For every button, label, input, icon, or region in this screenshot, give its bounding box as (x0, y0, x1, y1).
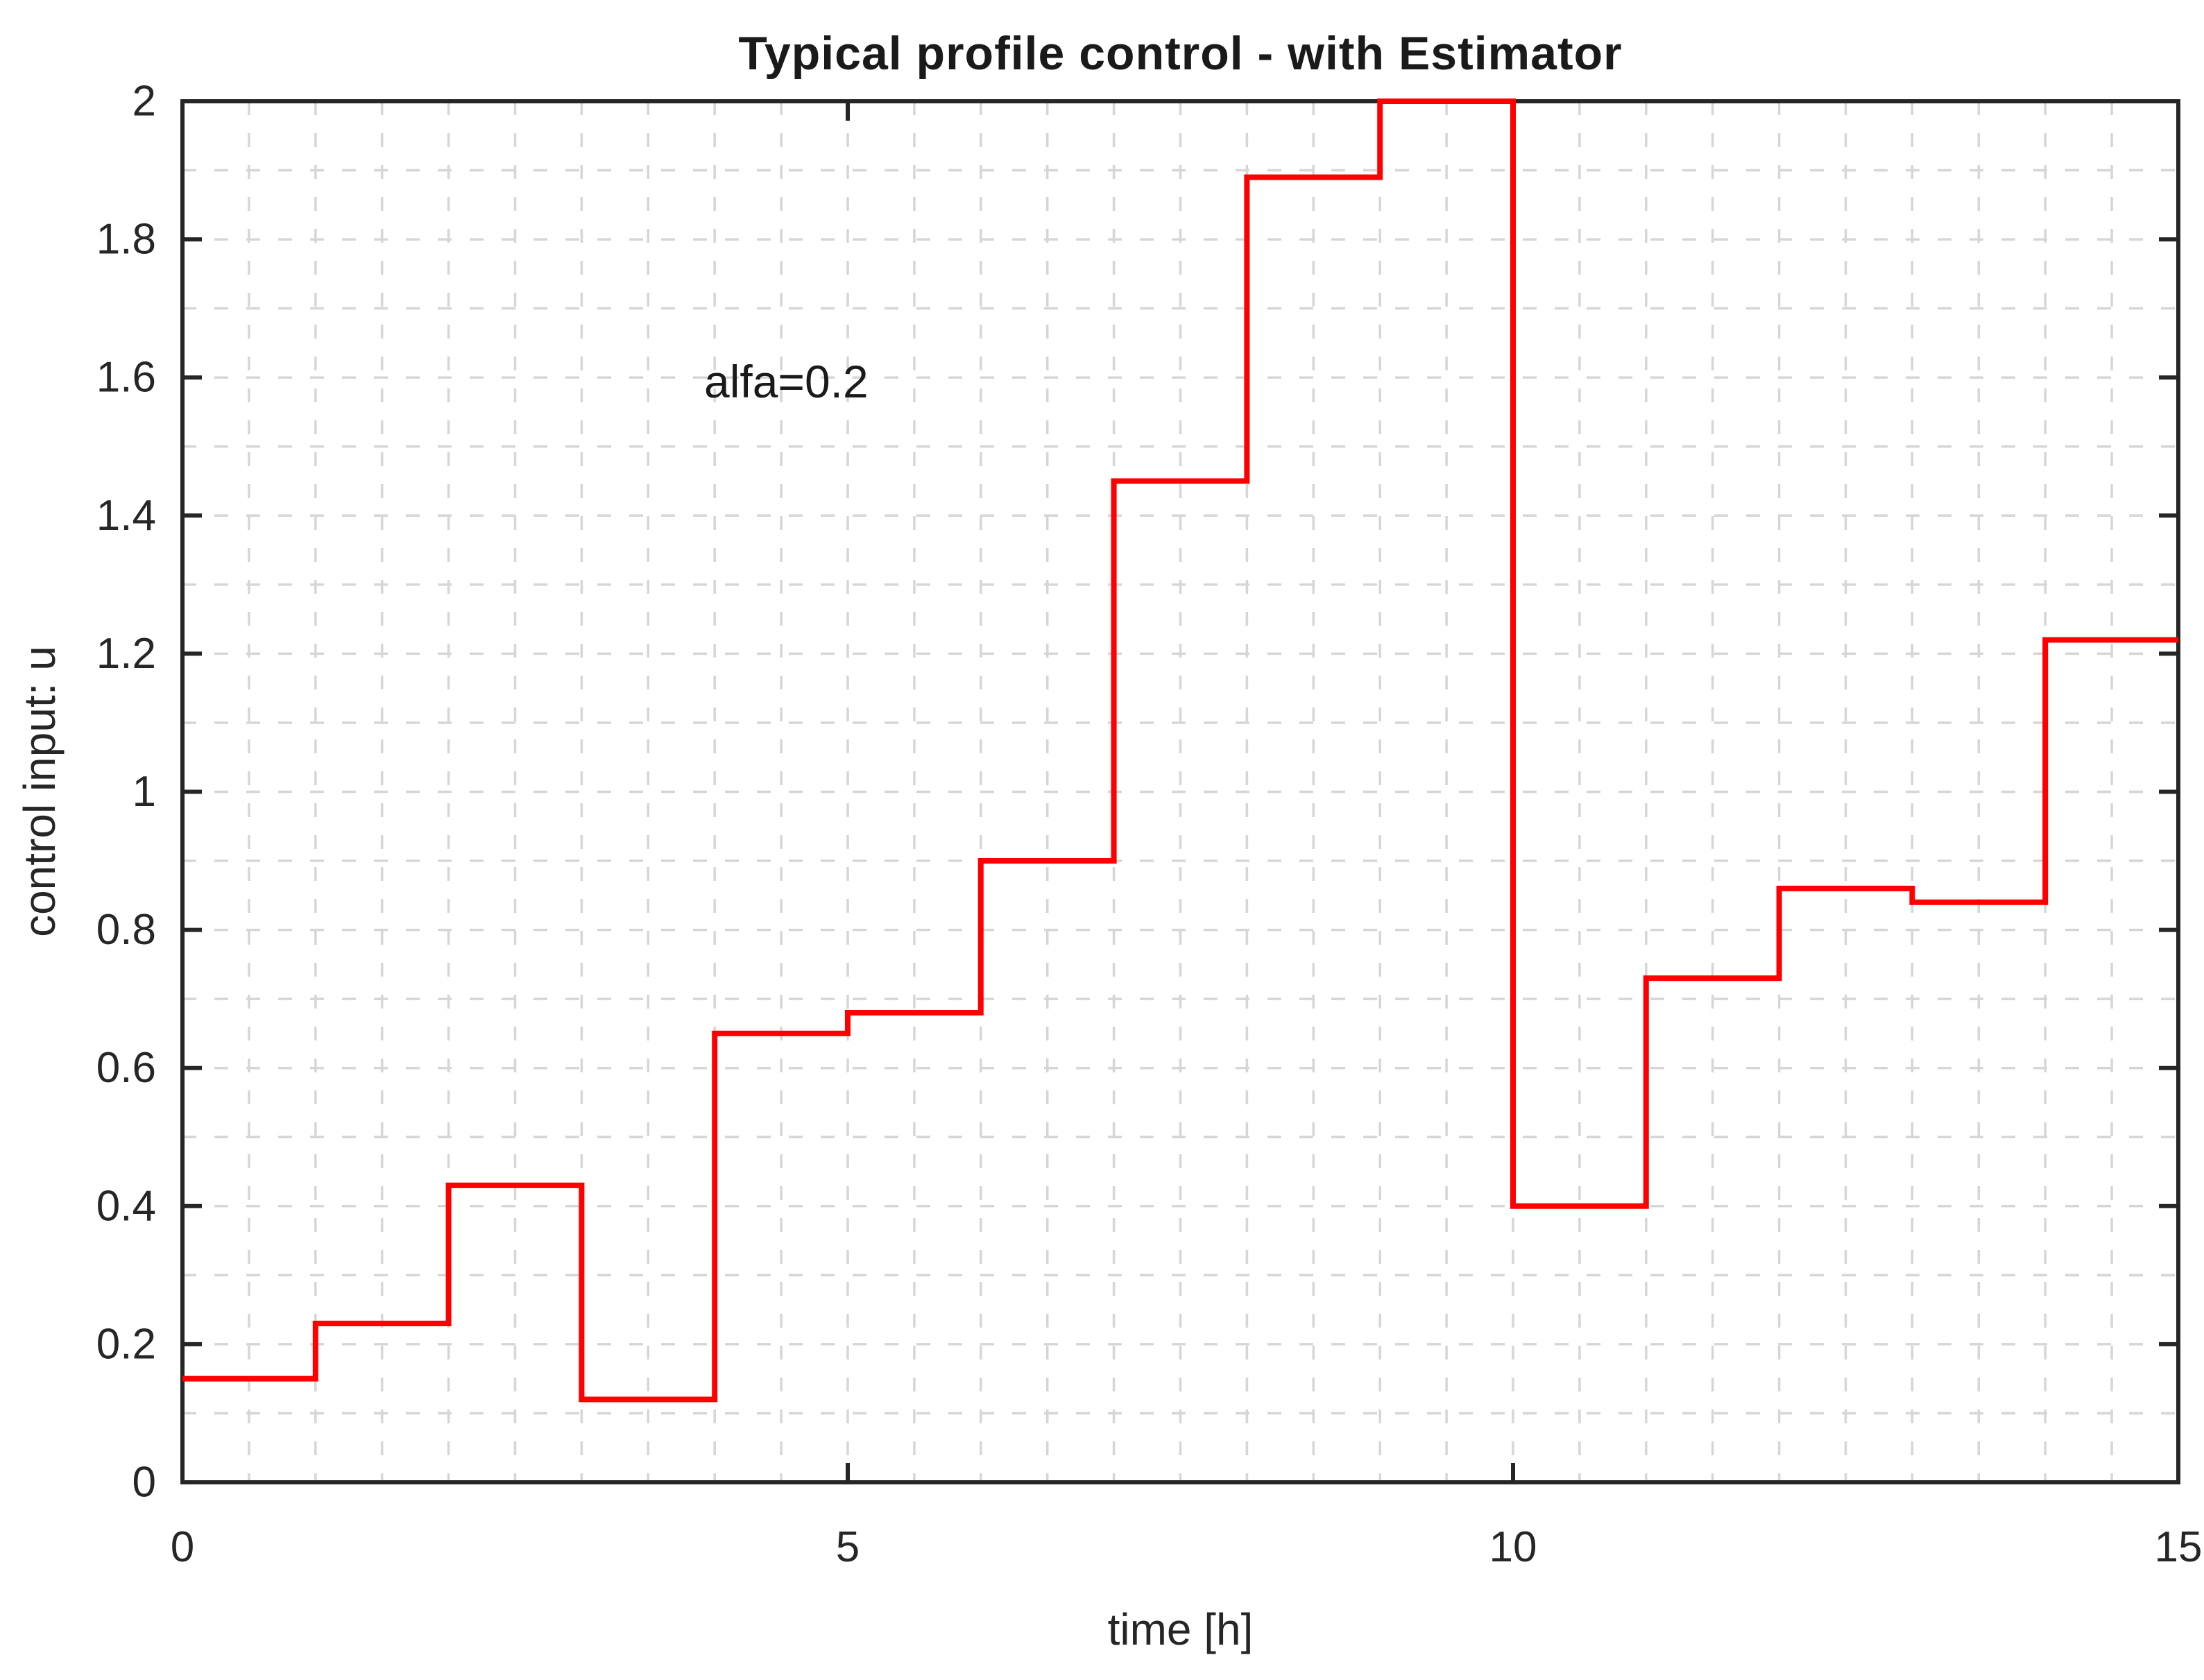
x-tick-label: 15 (2155, 1523, 2203, 1571)
x-tick-label: 0 (171, 1523, 194, 1571)
x-tick-label: 5 (836, 1523, 860, 1571)
data-series (182, 98, 2178, 1403)
y-tick-label: 1.8 (96, 216, 156, 264)
y-tick-label: 2 (133, 78, 156, 126)
y-tick-label: 0 (133, 1459, 156, 1507)
grid-lines (182, 101, 2178, 1482)
y-axis-label: control input: u (15, 646, 65, 937)
alfa-annotation: alfa=0.2 (704, 356, 869, 408)
y-tick-label: 0.2 (96, 1320, 156, 1368)
y-tick-label: 0.4 (96, 1182, 156, 1230)
x-tick-label: 10 (1489, 1523, 1537, 1571)
control-input-step-line (182, 98, 2178, 1403)
y-tick-label: 1.4 (96, 492, 156, 540)
chart-title: Typical profile control - with Estimator (738, 27, 1623, 80)
x-axis-label: time [h] (1107, 1604, 1254, 1654)
y-tick-label: 1 (133, 768, 156, 816)
y-tick-label: 0.8 (96, 906, 156, 954)
y-tick-label: 1.2 (96, 630, 156, 678)
tick-labels: 0 5 10 15 0 0.2 0.4 0.6 0.8 1 1.2 1.4 1.6 1.8 2 (96, 78, 2203, 1572)
y-tick-label: 0.6 (96, 1044, 156, 1092)
y-tick-label: 1.6 (96, 354, 156, 402)
